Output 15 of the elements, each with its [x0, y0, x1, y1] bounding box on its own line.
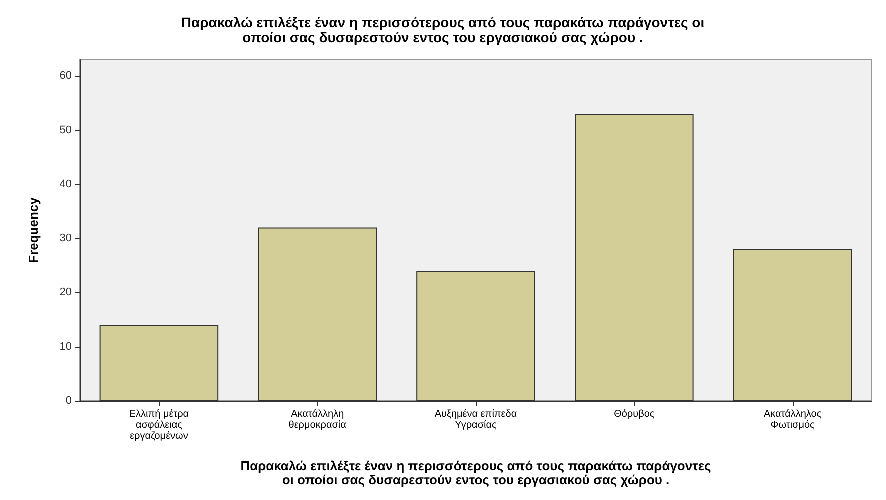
x-tick-label: Ακατάλληλος Φωτισμός	[764, 409, 822, 431]
y-tick-label: 20	[60, 286, 72, 299]
y-tick-label: 10	[60, 340, 72, 353]
y-tick-label: 60	[60, 70, 72, 82]
x-tick-label: Θόρυβος	[614, 409, 655, 420]
x-tick-label: Ελλιπή μέτρα ασφάλειας εργαζομένων	[129, 409, 190, 442]
x-tick-label: Ακατάλληλη θερμοκρασία	[288, 409, 347, 431]
y-tick-label: 40	[60, 178, 72, 190]
y-tick-label: 50	[60, 124, 72, 136]
chart-title: Παρακαλώ επιλέξτε έναν η περισσότερους από τους παρακάτω παράγοντες οι οποίοι σας δυσαρεστούν εντος του εργασιακού σας χώρου .	[181, 14, 705, 46]
y-tick-label: 0	[66, 395, 72, 407]
x-tick-label: Αυξημένα επίπεδα Υγρασίας	[434, 409, 518, 431]
y-axis-title: Frequency	[26, 196, 41, 264]
y-tick-label: 30	[60, 232, 72, 245]
x-axis-title: Παρακαλώ επιλέξτε έναν η περισσότερους από τους παρακάτω παράγοντες οι οποίοι σας δυσαρεστούν εντος του εργασιακού σας χώρου .	[240, 458, 712, 488]
